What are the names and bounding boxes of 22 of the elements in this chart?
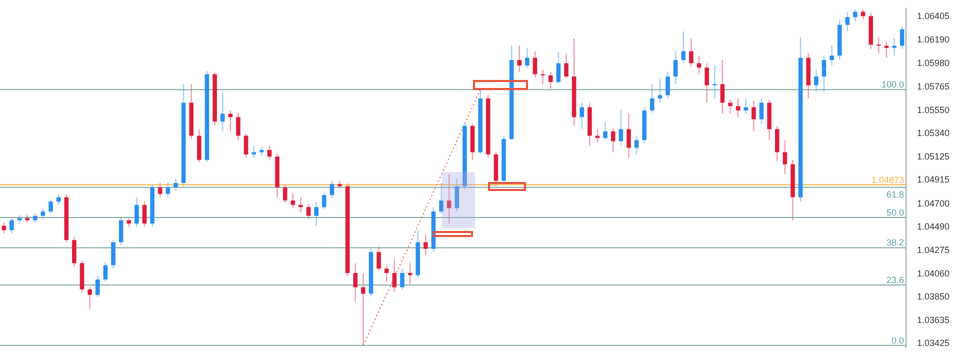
y-tick-label: 1.05125 [917,152,950,162]
annotation: 61.8 [886,189,904,200]
annotation: 23.6 [886,275,904,286]
y-tick-label: 1.06405 [917,11,950,22]
y-tick-label: 1.05340 [917,128,950,138]
y-tick-label: 1.05980 [917,58,950,68]
y-tick-label: 1.03850 [917,292,950,302]
y-tick-label: 1.05550 [917,104,950,115]
y-tick-label: 1.04275 [917,244,950,255]
y-tick-label: 1.04915 [917,174,950,185]
y-tick-label: 1.03425 [917,338,950,348]
y-tick-label: 1.04490 [917,221,950,232]
annotation: 38.2 [886,238,904,248]
y-tick-label: 1.04700 [917,198,950,208]
y-tick-label: 1.04060 [917,268,950,279]
y-tick-label: 1.05765 [917,81,950,92]
annotation: 0.0 [891,335,904,346]
y-tick-label: 1.03635 [917,315,950,326]
y-tick-label: 1.06190 [917,34,950,45]
annotation: 50.0 [886,208,904,218]
annotation: 100.0 [881,80,904,90]
ref-line-label: 1.04873 [871,174,904,185]
